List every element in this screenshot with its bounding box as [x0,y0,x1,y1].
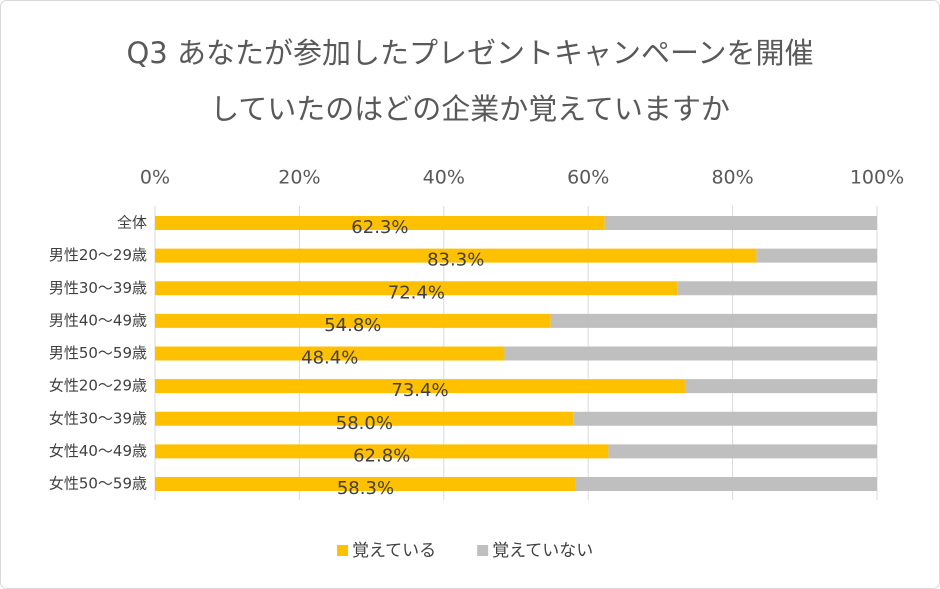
bar [677,281,877,296]
y-tick-label: 女性30～39歳 [49,409,147,427]
y-tick-label: 男性40～49歳 [49,311,147,329]
bar [155,346,505,361]
chart-title: Q3 あなたが参加したプレゼントキャンペーンを開催 [126,36,813,70]
legend-label: 覚えていない [492,541,593,561]
x-tick-label: 80% [711,167,753,189]
legend-label: 覚えている [352,541,436,561]
legend-swatch [337,545,348,556]
value-label: 48.4% [301,348,358,369]
value-label: 73.4% [391,380,448,401]
bar [155,411,574,426]
bar [573,411,877,426]
bar [155,379,685,394]
value-label: 83.3% [427,250,484,271]
bar [608,444,877,459]
bar [155,216,605,230]
y-tick-label: 女性50～59歳 [49,475,147,493]
value-label: 72.4% [388,282,445,303]
bar [756,248,877,263]
bar [504,346,877,361]
y-tick-label: 全体 [117,214,147,232]
x-tick-label: 0% [140,167,170,189]
x-tick-label: 60% [567,167,609,189]
value-label: 62.8% [353,445,410,466]
bar [155,477,576,491]
bar [684,379,877,394]
legend-swatch [477,545,489,556]
y-tick-label: 女性20～29歳 [49,377,147,395]
x-tick-label: 100% [850,167,904,189]
bar [550,313,877,328]
value-label: 58.3% [337,478,394,499]
bar [155,444,609,459]
x-tick-label: 40% [423,167,465,189]
y-tick-label: 男性50～59歳 [49,344,147,362]
bar [155,281,678,296]
bar [155,248,757,263]
x-tick-label: 20% [278,167,320,189]
bar [575,477,877,491]
value-label: 58.0% [336,413,393,434]
y-tick-label: 男性20～29歳 [49,246,147,264]
chart-title: していたのはどの企業か覚えていますか [210,92,730,126]
bar [604,216,877,230]
y-tick-label: 女性40～49歳 [49,442,147,460]
y-tick-label: 男性30～39歳 [49,279,147,297]
bar [155,313,551,328]
value-label: 62.3% [351,217,408,238]
value-label: 54.8% [324,315,381,336]
